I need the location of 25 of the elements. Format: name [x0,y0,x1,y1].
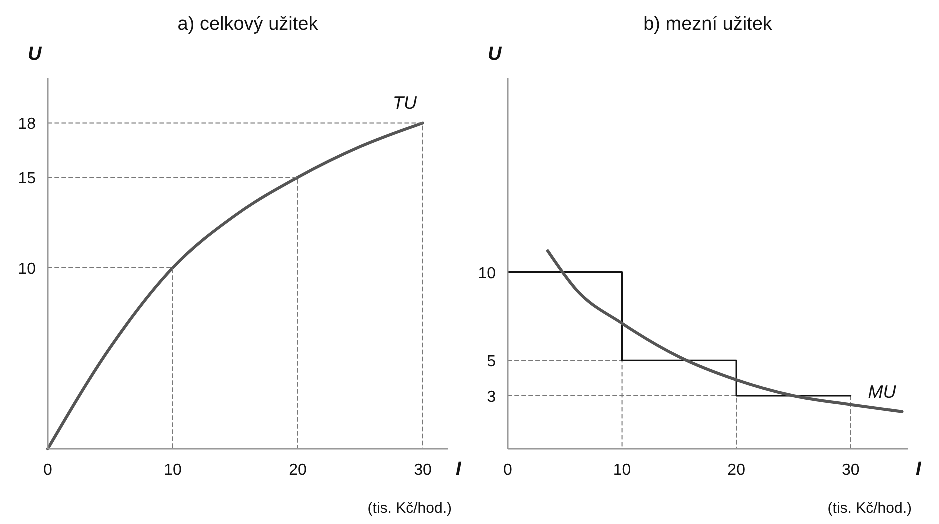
x-tick-label: 30 [842,462,860,479]
text: (tis. Kč/hod.) [368,500,452,517]
line-series [546,250,904,414]
x-tick-label: 30 [414,462,432,479]
x-axis-title: I [456,459,462,480]
x-tick-label: 0 [44,462,53,479]
y-axis-title: U [488,44,503,65]
y-axis-title: U [28,44,43,65]
x-tick-label: 20 [289,462,307,479]
chart-title: b) mezní užitek [644,14,773,35]
y-tick-label: 3 [487,389,496,406]
x-tick-label: 10 [164,462,182,479]
series-label: TU [393,93,418,114]
y-tick-label: 5 [487,354,496,371]
y-tick-label: 10 [478,265,496,282]
y-tick-label: 10 [18,261,36,278]
x-tick-label: 20 [728,462,746,479]
y-tick-label: 15 [18,170,36,188]
x-axis-title: I [916,459,922,480]
chart-title: a) celkový užitek [178,14,319,35]
text: (tis. Kč/hod.) [828,500,912,517]
x-tick-label: 0 [504,462,513,479]
y-tick-label: 18 [18,116,36,134]
series-label: MU [868,382,898,402]
x-tick-label: 10 [613,462,632,479]
